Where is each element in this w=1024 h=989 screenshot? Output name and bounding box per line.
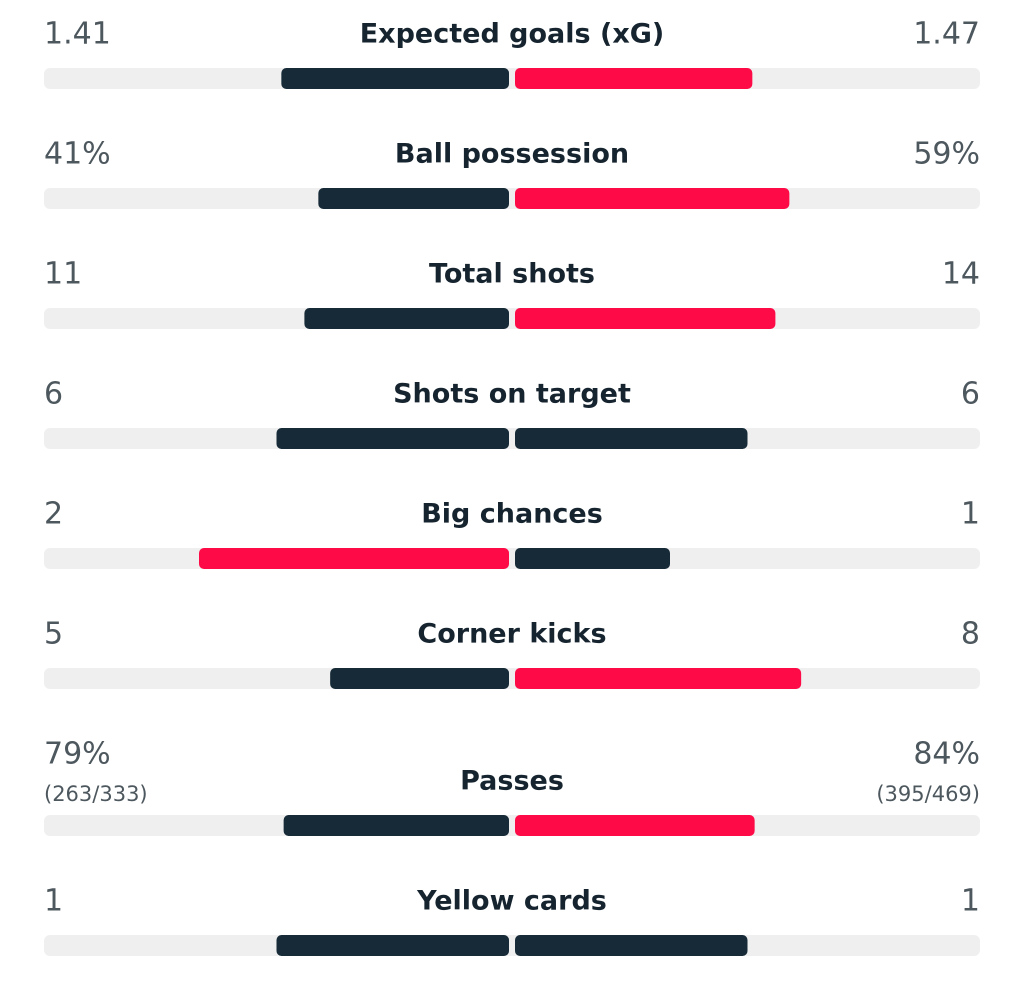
home-value: 11: [44, 257, 82, 292]
track: [44, 668, 980, 689]
stat-label: Passes: [460, 766, 564, 797]
stat-label: Expected goals (xG): [360, 19, 665, 50]
away-bar: [515, 668, 802, 689]
home-value: 5: [44, 617, 63, 652]
track: [44, 428, 980, 449]
track: [44, 308, 980, 329]
home-value: 1: [44, 884, 63, 919]
away-value: 1.47: [913, 17, 980, 52]
stat-label: Ball possession: [395, 139, 629, 170]
away-bar: [515, 428, 748, 449]
away-bar: [515, 815, 755, 836]
away-value: 6: [961, 377, 980, 412]
away-value: 14: [942, 257, 980, 292]
stat-label: Big chances: [421, 499, 603, 530]
home-bar: [304, 308, 509, 329]
home-value: 41%: [44, 137, 111, 172]
home-value: 2: [44, 497, 63, 532]
track: [44, 548, 980, 569]
away-value: 1: [961, 497, 980, 532]
home-bar: [281, 68, 509, 89]
away-value: 59%: [913, 137, 980, 172]
track: [44, 68, 980, 89]
away-bar: [515, 935, 748, 956]
away-bar: [515, 188, 790, 209]
home-bar: [330, 668, 509, 689]
home-value: 6: [44, 377, 63, 412]
home-value: 79%: [44, 737, 111, 772]
stat-label: Corner kicks: [417, 619, 606, 650]
away-bar: [515, 548, 670, 569]
home-bar: [199, 548, 509, 569]
away-value: 8: [961, 617, 980, 652]
home-detail: (263/333): [44, 782, 148, 806]
away-bar: [515, 68, 753, 89]
home-bar: [318, 188, 509, 209]
stat-label: Shots on target: [393, 379, 631, 410]
track: [44, 188, 980, 209]
track: [44, 815, 980, 836]
stat-label: Yellow cards: [416, 886, 607, 917]
away-detail: (395/469): [876, 782, 980, 806]
home-bar: [283, 815, 509, 836]
track: [44, 935, 980, 956]
home-bar: [276, 935, 509, 956]
away-value: 84%: [913, 737, 980, 772]
stat-label: Total shots: [429, 259, 595, 290]
away-bar: [515, 308, 776, 329]
home-value: 1.41: [44, 17, 111, 52]
away-value: 1: [961, 884, 980, 919]
home-bar: [276, 428, 509, 449]
